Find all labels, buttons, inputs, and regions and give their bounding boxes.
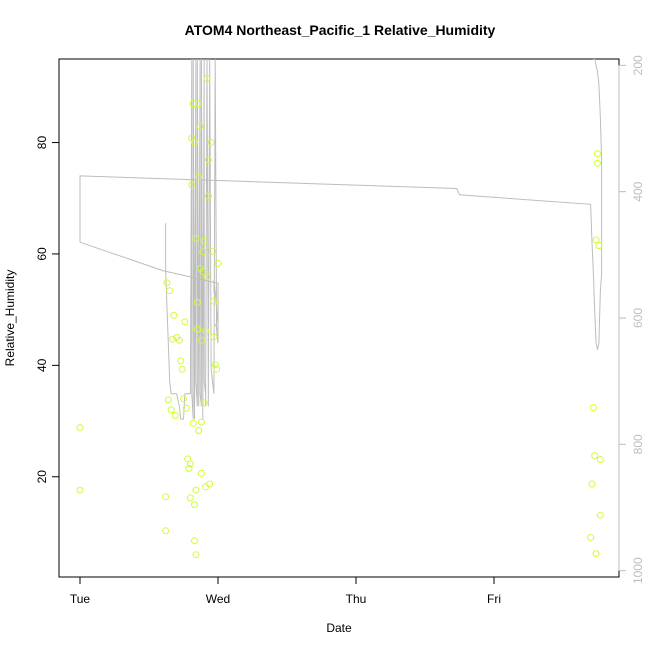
data-point xyxy=(213,365,221,373)
data-point xyxy=(185,464,193,472)
data-point xyxy=(595,242,603,250)
data-point xyxy=(195,173,203,181)
data-point xyxy=(207,139,215,146)
data-point xyxy=(192,486,200,494)
y2-tick-label: 200 xyxy=(631,55,645,75)
data-point xyxy=(204,156,212,164)
x-tick-label: Fri xyxy=(487,592,501,606)
data-point xyxy=(197,418,205,426)
data-point xyxy=(588,480,596,488)
data-point xyxy=(197,336,205,344)
x-tick-label: Wed xyxy=(206,592,230,606)
data-point xyxy=(162,493,170,501)
data-point xyxy=(200,399,208,407)
data-point xyxy=(191,537,198,545)
data-point xyxy=(589,404,597,412)
y-axis: 20 40 60 80 xyxy=(35,136,60,484)
x-axis: Tue Wed Thu Fri xyxy=(70,576,501,606)
data-point xyxy=(167,406,175,414)
data-point xyxy=(203,273,211,281)
data-point xyxy=(193,325,201,333)
x-tick-label: Tue xyxy=(70,592,91,606)
data-point xyxy=(214,259,222,267)
plot-area xyxy=(76,59,604,559)
data-point xyxy=(199,268,207,276)
data-point xyxy=(192,234,200,242)
data-point xyxy=(175,336,183,344)
data-point xyxy=(206,480,214,488)
y2-tick-label: 600 xyxy=(631,308,645,328)
y-axis-label: Relative_Humidity xyxy=(3,270,17,367)
data-point xyxy=(181,318,189,326)
y2-axis: 200 400 600 800 1000 xyxy=(618,55,645,584)
data-point xyxy=(163,279,171,287)
x-tick-label: Thu xyxy=(346,592,367,606)
data-point xyxy=(594,159,601,167)
data-point xyxy=(587,534,595,541)
data-point xyxy=(209,247,216,255)
data-point xyxy=(186,460,194,468)
y2-tick-label: 400 xyxy=(631,181,645,201)
data-point xyxy=(193,298,201,306)
data-point xyxy=(596,511,604,519)
data-point xyxy=(210,297,218,305)
data-point xyxy=(170,311,178,319)
x-axis-label: Date xyxy=(326,621,352,635)
data-point xyxy=(200,237,208,245)
y-tick-label: 20 xyxy=(35,470,49,484)
data-point xyxy=(204,192,212,200)
data-point xyxy=(76,424,84,432)
data-point xyxy=(178,365,186,373)
data-point xyxy=(195,100,203,108)
data-point xyxy=(592,236,600,244)
data-point xyxy=(166,287,174,295)
data-point xyxy=(171,412,179,419)
data-point xyxy=(210,333,218,341)
data-point xyxy=(203,75,211,82)
data-point xyxy=(594,150,601,158)
chart-title: ATOM4 Northeast_Pacific_1 Relative_Humid… xyxy=(185,22,496,38)
data-point xyxy=(592,550,600,558)
y2-tick-label: 1000 xyxy=(631,557,645,584)
y-tick-label: 80 xyxy=(35,136,49,150)
profile-line-1 xyxy=(79,59,603,350)
data-point xyxy=(169,335,176,343)
y2-tick-label: 800 xyxy=(631,434,645,454)
y-tick-label: 60 xyxy=(35,247,49,261)
data-point xyxy=(164,396,172,404)
data-point xyxy=(162,527,170,535)
data-point xyxy=(177,357,185,365)
data-point xyxy=(596,456,604,463)
data-point xyxy=(180,395,187,403)
data-point xyxy=(188,181,196,189)
data-point xyxy=(211,361,219,369)
profile-line-3 xyxy=(165,59,219,420)
data-point xyxy=(197,469,205,477)
data-point xyxy=(182,404,190,412)
data-point xyxy=(192,551,200,559)
data-point xyxy=(76,486,84,494)
data-point xyxy=(189,419,197,427)
data-point xyxy=(195,427,203,434)
data-point xyxy=(202,327,210,335)
data-point xyxy=(191,138,198,146)
data-point xyxy=(186,494,194,502)
data-point xyxy=(191,501,198,509)
data-point xyxy=(199,248,207,256)
data-point xyxy=(196,122,204,130)
y-tick-label: 40 xyxy=(35,358,49,372)
plot-frame xyxy=(58,58,620,578)
data-point xyxy=(591,452,599,460)
